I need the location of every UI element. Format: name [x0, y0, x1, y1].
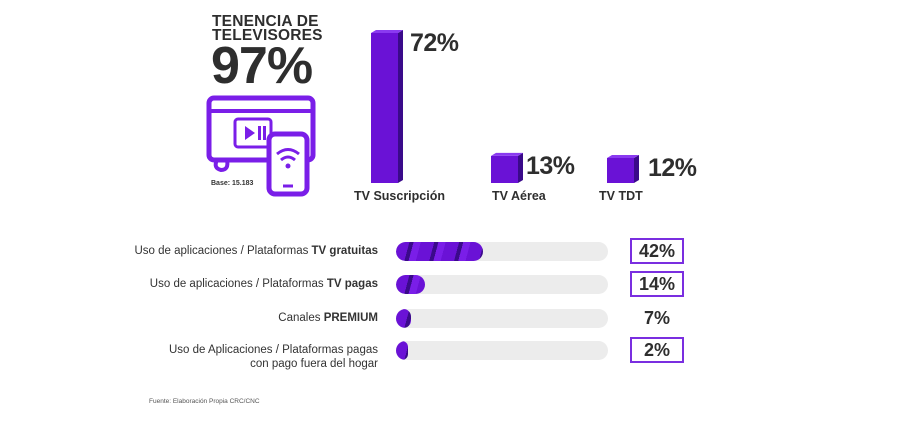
column-category-label: TV TDT: [599, 189, 643, 203]
column-bar: [371, 30, 403, 183]
bar-value-label: 14%: [630, 271, 684, 297]
source-note: Fuente: Elaboración Propia CRC/CNC: [149, 398, 260, 405]
bar-track: [396, 309, 608, 328]
bar-track: [396, 341, 608, 360]
row-label-text: Uso de aplicaciones / Plataformas: [149, 278, 327, 290]
column-value-label: 12%: [648, 154, 697, 182]
tv-illustration: [206, 95, 316, 197]
column-value-label: 72%: [410, 29, 459, 57]
headline-value: 97%: [211, 37, 313, 95]
smartphone-wifi-icon: [266, 131, 310, 197]
column-bar: [491, 152, 523, 183]
bar-track: [396, 242, 608, 261]
bar-fill: [396, 341, 408, 360]
headline-title-line-1: TENENCIA DE: [212, 13, 319, 30]
row-label: Canales PREMIUM: [278, 311, 378, 325]
column-category-label: TV Aérea: [492, 189, 546, 203]
row-label-text: Uso de Aplicaciones / Plataformas pagas: [168, 344, 378, 356]
row-label: Uso de aplicaciones / Plataformas TV gra…: [134, 244, 378, 258]
column-category-label: TV Suscripción: [354, 189, 445, 203]
bar-fill: [396, 242, 483, 261]
row-label: Uso de Aplicaciones / Plataformas pagas c…: [169, 343, 378, 371]
column-bar: [607, 155, 639, 183]
row-label-text: Canales: [278, 312, 324, 324]
row-label-line2: con pago fuera del hogar: [250, 358, 378, 370]
bar-value-label: 2%: [630, 337, 684, 363]
row-label-text: Uso de aplicaciones / Plataformas: [134, 245, 312, 257]
row-label-strong: PREMIUM: [323, 312, 378, 324]
row-label-strong: TV pagas: [326, 278, 378, 290]
bar-value-label: 7%: [643, 308, 670, 328]
row-label-strong: TV gratuitas: [311, 245, 378, 257]
column-chart: [371, 30, 639, 183]
bar-fill: [396, 275, 425, 294]
column-value-label: 13%: [526, 151, 575, 180]
bar-fill: [396, 309, 411, 328]
bar-track: [396, 275, 608, 294]
base-note: Base: 15.183: [211, 180, 254, 187]
headline-title-line-2: TELEVISORES: [212, 27, 323, 44]
bar-value-label: 42%: [630, 238, 684, 264]
row-label: Uso de aplicaciones / Plataformas TV pag…: [150, 277, 378, 291]
